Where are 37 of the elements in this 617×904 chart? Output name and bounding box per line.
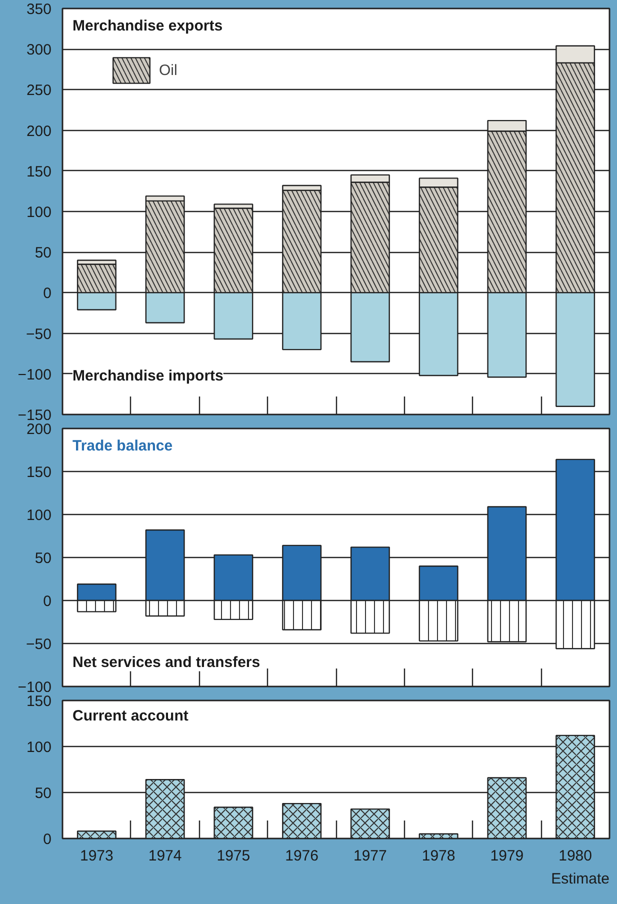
y-tick-label: 50 bbox=[34, 244, 52, 262]
y-tick-label: 200 bbox=[26, 122, 52, 140]
y-tick-label: −150 bbox=[18, 407, 52, 424]
x-tick-label: 1975 bbox=[216, 848, 250, 864]
text: Merchandise exports bbox=[72, 18, 223, 34]
y-tick-label: 0 bbox=[43, 285, 52, 302]
y-tick-label: 100 bbox=[26, 739, 52, 756]
y-tick-label: 250 bbox=[26, 82, 52, 100]
text: Estimate bbox=[551, 870, 610, 888]
x-tick-label: 1979 bbox=[490, 848, 524, 864]
y-tick-label: 200 bbox=[26, 421, 52, 438]
y-tick-label: −100 bbox=[18, 679, 52, 696]
y-tick-label: 100 bbox=[26, 204, 52, 221]
y-tick-label: 150 bbox=[26, 464, 52, 481]
text: Net services and transfers bbox=[72, 654, 260, 672]
y-tick-label: −50 bbox=[26, 326, 52, 343]
y-tick-label: 350 bbox=[26, 1, 52, 18]
y-tick-label: 100 bbox=[26, 507, 52, 524]
x-tick-label: 1973 bbox=[80, 848, 114, 864]
series-label: Merchandise imports bbox=[72, 367, 224, 384]
y-tick-label: 150 bbox=[26, 163, 52, 180]
y-tick-label: 0 bbox=[43, 831, 52, 848]
text: Trade balance bbox=[72, 438, 173, 454]
y-tick-label: −50 bbox=[26, 636, 52, 653]
y-tick-label: 300 bbox=[26, 42, 52, 59]
x-tick-label: 1974 bbox=[148, 848, 182, 864]
y-tick-label: 0 bbox=[43, 593, 52, 610]
y-tick-label: 150 bbox=[26, 693, 52, 710]
x-tick-label: 1977 bbox=[354, 848, 387, 864]
legend-label: Oil bbox=[159, 62, 178, 78]
text: Current account bbox=[72, 708, 188, 724]
x-tick-label: 1980 bbox=[558, 848, 592, 864]
x-tick-label: 1976 bbox=[285, 848, 319, 864]
y-tick-label: −100 bbox=[18, 366, 52, 384]
y-tick-label: 50 bbox=[34, 785, 52, 802]
y-tick-label: 50 bbox=[34, 550, 52, 567]
x-tick-label: 1978 bbox=[422, 848, 456, 864]
